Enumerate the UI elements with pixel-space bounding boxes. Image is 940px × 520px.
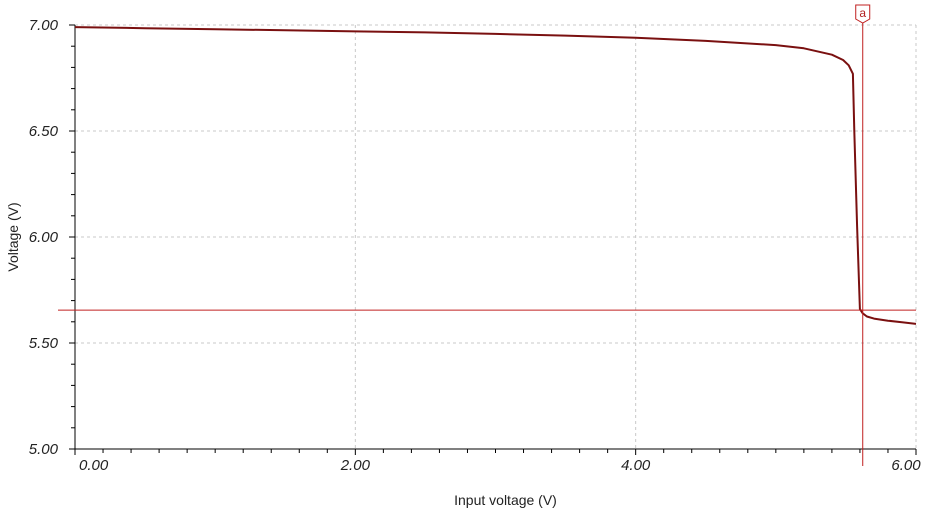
minor-ticks <box>69 24 917 455</box>
y-tick-label: 6.00 <box>29 229 59 246</box>
y-tick-label: 6.50 <box>29 123 59 140</box>
axes <box>74 25 916 450</box>
y-tick-label: 5.50 <box>29 335 59 352</box>
grid-lines <box>75 24 917 449</box>
x-tick-label: 4.00 <box>621 457 651 474</box>
x-tick-labels: 0.00 2.00 4.00 6.00 <box>79 457 921 474</box>
cursor-flag-label: a <box>859 6 866 20</box>
y-tick-label: 7.00 <box>29 17 59 34</box>
y-tick-labels: 5.00 5.50 6.00 6.50 7.00 <box>29 17 59 458</box>
x-tick-label: 6.00 <box>891 457 921 474</box>
x-tick-label: 0.00 <box>79 457 109 474</box>
y-axis-title: Voltage (V) <box>5 202 21 271</box>
x-tick-label: 2.00 <box>340 457 371 474</box>
series-group <box>74 26 917 325</box>
cursor-group[interactable]: a <box>58 4 916 466</box>
y-tick-label: 5.00 <box>29 441 59 458</box>
x-axis-title: Input voltage (V) <box>454 492 557 508</box>
series-line <box>74 26 917 325</box>
cursor-flag[interactable] <box>855 4 871 24</box>
